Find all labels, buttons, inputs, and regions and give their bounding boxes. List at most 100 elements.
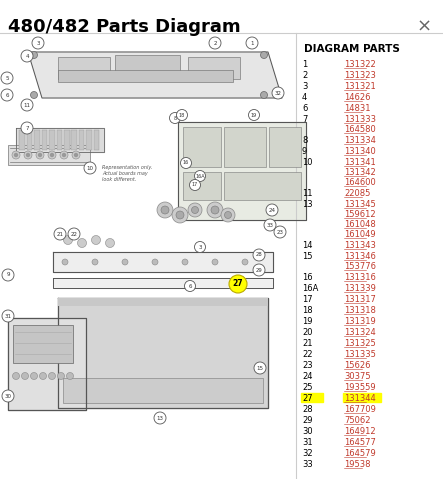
Text: 19: 19 bbox=[302, 317, 312, 326]
Text: 159612: 159612 bbox=[344, 210, 376, 219]
Circle shape bbox=[260, 91, 268, 99]
Circle shape bbox=[191, 206, 198, 214]
Bar bbox=[58, 70, 233, 82]
Text: 131342: 131342 bbox=[344, 168, 376, 177]
Text: 7: 7 bbox=[302, 115, 307, 124]
Circle shape bbox=[72, 151, 80, 159]
Circle shape bbox=[157, 202, 173, 218]
Text: 131341: 131341 bbox=[344, 158, 376, 167]
Circle shape bbox=[194, 171, 206, 182]
Text: 16A: 16A bbox=[302, 284, 319, 293]
Circle shape bbox=[74, 153, 78, 157]
Bar bbox=[86, 130, 92, 150]
Circle shape bbox=[229, 275, 247, 293]
Circle shape bbox=[58, 373, 65, 379]
Circle shape bbox=[274, 226, 286, 238]
Text: 25: 25 bbox=[302, 383, 312, 392]
Text: 15: 15 bbox=[302, 252, 312, 261]
Bar bbox=[183, 172, 221, 200]
Circle shape bbox=[12, 151, 20, 159]
Bar bbox=[57, 130, 62, 150]
Text: 131316: 131316 bbox=[344, 273, 376, 282]
Circle shape bbox=[170, 113, 180, 124]
Text: 32: 32 bbox=[275, 91, 281, 95]
Circle shape bbox=[39, 373, 47, 379]
Text: 29: 29 bbox=[256, 267, 262, 273]
Text: 22085: 22085 bbox=[344, 189, 370, 198]
Text: 18: 18 bbox=[179, 113, 185, 117]
Circle shape bbox=[63, 236, 73, 244]
Circle shape bbox=[105, 239, 114, 248]
Text: 30: 30 bbox=[302, 427, 313, 436]
Circle shape bbox=[92, 259, 98, 265]
Circle shape bbox=[84, 162, 96, 174]
Circle shape bbox=[152, 259, 158, 265]
Text: 30: 30 bbox=[4, 394, 12, 399]
Circle shape bbox=[12, 373, 19, 379]
Text: 131322: 131322 bbox=[344, 60, 376, 69]
Circle shape bbox=[21, 99, 33, 111]
Circle shape bbox=[172, 207, 188, 223]
Text: 1: 1 bbox=[302, 60, 307, 69]
Bar bbox=[343, 393, 381, 402]
Bar bbox=[19, 130, 24, 150]
Circle shape bbox=[31, 91, 38, 99]
Text: 8: 8 bbox=[174, 115, 177, 121]
Circle shape bbox=[207, 202, 223, 218]
Circle shape bbox=[31, 52, 38, 58]
Text: 131345: 131345 bbox=[344, 200, 376, 209]
Circle shape bbox=[176, 110, 187, 121]
Bar bbox=[224, 172, 301, 200]
Text: 16A: 16A bbox=[195, 173, 205, 179]
Text: 19: 19 bbox=[251, 113, 257, 117]
Polygon shape bbox=[53, 252, 273, 272]
Text: 131333: 131333 bbox=[344, 115, 376, 124]
Bar bbox=[49, 130, 54, 150]
Circle shape bbox=[27, 153, 30, 157]
Text: 75062: 75062 bbox=[344, 416, 370, 425]
Text: 27: 27 bbox=[233, 280, 243, 288]
Text: 23: 23 bbox=[302, 361, 313, 370]
Text: 33: 33 bbox=[302, 460, 313, 469]
Bar bbox=[301, 393, 323, 402]
Bar bbox=[188, 57, 240, 79]
Bar bbox=[79, 130, 85, 150]
Circle shape bbox=[188, 203, 202, 217]
Text: 167709: 167709 bbox=[344, 405, 376, 414]
Text: 6: 6 bbox=[188, 284, 192, 288]
Text: 17: 17 bbox=[192, 182, 198, 187]
Bar bbox=[34, 130, 39, 150]
Bar bbox=[94, 130, 100, 150]
Circle shape bbox=[22, 373, 28, 379]
Text: 4: 4 bbox=[25, 54, 29, 58]
Text: ×: × bbox=[417, 18, 432, 36]
Text: 27: 27 bbox=[302, 394, 313, 403]
Circle shape bbox=[32, 37, 44, 49]
Circle shape bbox=[39, 153, 42, 157]
Bar bbox=[115, 55, 180, 81]
Polygon shape bbox=[58, 298, 268, 408]
Circle shape bbox=[176, 211, 184, 219]
Circle shape bbox=[180, 158, 191, 169]
Text: 164600: 164600 bbox=[344, 178, 376, 187]
Circle shape bbox=[209, 37, 221, 49]
Text: 164579: 164579 bbox=[344, 449, 376, 458]
Text: 32: 32 bbox=[302, 449, 313, 458]
Circle shape bbox=[78, 239, 86, 248]
Circle shape bbox=[24, 151, 32, 159]
Circle shape bbox=[92, 236, 101, 244]
Circle shape bbox=[122, 259, 128, 265]
Text: 131318: 131318 bbox=[344, 306, 376, 315]
Text: 131334: 131334 bbox=[344, 136, 376, 145]
Text: 16: 16 bbox=[183, 160, 189, 166]
Circle shape bbox=[253, 264, 265, 276]
Circle shape bbox=[1, 72, 13, 84]
Circle shape bbox=[2, 269, 14, 281]
Bar bbox=[63, 378, 263, 403]
Circle shape bbox=[266, 204, 278, 216]
Text: 131343: 131343 bbox=[344, 241, 376, 250]
Bar bbox=[13, 325, 73, 363]
Circle shape bbox=[51, 153, 54, 157]
Circle shape bbox=[211, 206, 219, 214]
Text: 131339: 131339 bbox=[344, 284, 376, 293]
